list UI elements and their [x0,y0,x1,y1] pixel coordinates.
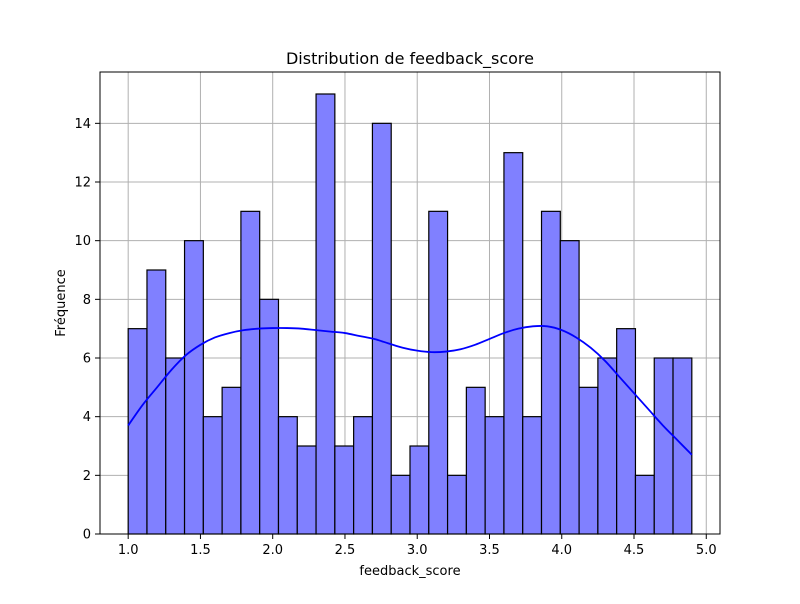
kde-layer [127,325,693,456]
histogram-bar [221,386,242,535]
histogram-bar [503,152,524,535]
plot-frame [99,71,721,535]
histogram-bar [653,357,674,535]
y-tick-label: 6 [83,352,91,367]
histogram-bar [334,445,355,535]
x-tick-label: 2.0 [262,543,283,558]
histogram-bar [277,416,298,535]
histogram-bar [597,357,618,535]
y-tick-label: 8 [83,293,91,308]
histogram-bar [146,269,167,535]
x-tick-label: 1.5 [190,543,211,558]
kde-curve [127,325,693,456]
x-tick-label: 1.0 [118,543,139,558]
histogram-bar [522,416,543,535]
histogram-bar [259,298,280,535]
y-tick-label: 10 [74,234,91,249]
x-tick-label: 3.5 [479,543,500,558]
histogram-bar [559,240,580,535]
y-tick-label: 0 [83,528,91,543]
x-tick-label: 4.5 [624,543,645,558]
histogram-bar [390,474,411,535]
histogram-bar [540,210,561,535]
histogram-bar [202,416,223,535]
x-tick-label: 3.0 [407,543,428,558]
histogram-bar [578,386,599,535]
x-tick-label: 4.0 [551,543,572,558]
x-tick-label: 2.5 [335,543,356,558]
histogram-bar [296,445,317,535]
histogram-bar [428,210,449,535]
histogram-bar [446,474,467,535]
x-tick-label: 5.0 [696,543,717,558]
histogram-bar [634,474,655,535]
histogram-bar [315,93,336,535]
histogram-bar [127,328,148,535]
histogram-bar [165,357,186,535]
histogram-bar [465,386,486,535]
chart-title: Distribution de feedback_score [286,49,534,69]
y-tick-label: 2 [83,469,91,484]
x-axis-ticks: 1.0 1.5 2.0 2.5 3.0 3.5 4.0 4.5 5.0 [118,534,717,558]
histogram-bar [484,416,505,535]
y-tick-label: 12 [74,176,91,191]
histogram-bar [616,328,637,535]
histogram-bar [183,240,204,535]
y-axis-ticks: 0 2 4 6 8 10 12 14 [74,117,100,543]
histogram-bar [409,445,430,535]
histogram-bar [240,210,261,535]
y-tick-label: 4 [83,410,91,425]
y-axis-label: Fréquence [54,269,69,336]
x-axis-label: feedback_score [359,564,460,579]
histogram-bar [353,416,374,535]
histogram-bar [371,122,392,535]
y-tick-label: 14 [74,117,91,132]
